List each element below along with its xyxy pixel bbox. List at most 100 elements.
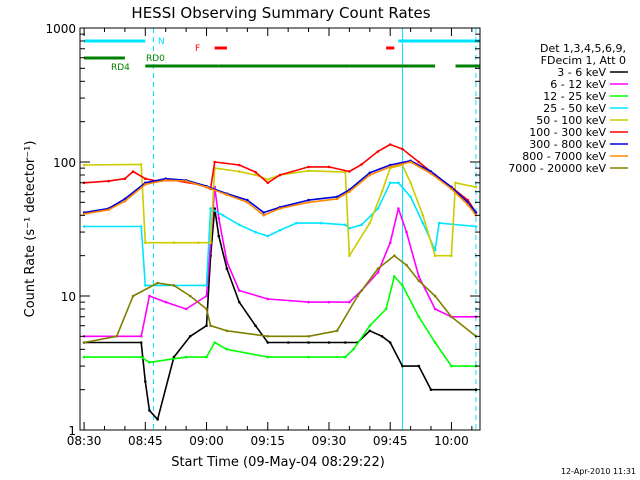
series-7000-20000-kev-point-9 xyxy=(266,335,270,338)
series-12-25-kev-point-6 xyxy=(225,348,229,351)
series-100-300-kev-point-3 xyxy=(131,170,135,173)
series-7000-20000-kev-point-15 xyxy=(405,263,408,267)
series-50-100-kev-point-8 xyxy=(254,173,257,177)
series-7000-20000-kev-point-17 xyxy=(433,294,437,298)
series-3-6-kev-point-4 xyxy=(156,418,159,421)
series-3-6-kev-point-1 xyxy=(139,341,143,344)
series-800-7000-kev-point-5 xyxy=(184,179,188,183)
x-tick-label-4: 09:30 xyxy=(312,434,347,448)
series-100-300-kev-point-9 xyxy=(213,160,216,164)
series-12-25-kev-point-7 xyxy=(266,355,270,359)
series-12-25-kev-point-13 xyxy=(393,275,396,278)
series-100-300-kev-point-16 xyxy=(348,170,351,173)
plot-frame xyxy=(79,27,481,431)
series-3-6-kev-point-20 xyxy=(368,329,372,333)
series-800-7000-kev-point-19 xyxy=(466,203,470,206)
series-300-800-kev-point-8 xyxy=(246,198,249,202)
series-7000-20000-kev-point-10 xyxy=(307,335,310,338)
series-12-25-kev-point-9 xyxy=(344,355,347,359)
series-7000-20000-kev-point-6 xyxy=(205,307,208,311)
series-12-25-kev-point-10 xyxy=(352,348,355,351)
series-50-100-kev-point-4 xyxy=(197,241,200,244)
y-axis-label: Count Rate (s⁻¹ detector⁻¹) xyxy=(23,141,38,318)
series-12-25-kev-point-2 xyxy=(148,361,151,364)
series-7000-20000-kev-point-5 xyxy=(188,294,192,298)
series-25-50-kev-point-4 xyxy=(205,284,208,287)
series-800-7000-kev-point-6 xyxy=(205,185,208,189)
series-800-7000-kev-point-16 xyxy=(409,160,412,164)
series-50-100-kev-point-9 xyxy=(266,178,270,181)
series-12-25-kev-point-12 xyxy=(384,307,388,311)
series-25-50-kev-point-19 xyxy=(409,195,412,199)
series-3-6-kev-point-3 xyxy=(148,409,151,412)
series-300-800-kev-point-12 xyxy=(335,195,339,199)
series-100-300-kev-point-21 xyxy=(417,160,421,164)
series-12-25-kev-point-11 xyxy=(368,324,372,328)
flag-label-rd4: RD4 xyxy=(111,63,130,73)
series-6-12-kev-point-9 xyxy=(225,260,229,264)
series-50-100-kev-point-21 xyxy=(450,254,453,257)
series-800-7000-kev-point-10 xyxy=(278,207,282,210)
legend-label-50-100-kev: 50 - 100 keV xyxy=(536,114,606,127)
series-12-25-kev-point-15 xyxy=(417,315,421,319)
series-25-50-kev-point-18 xyxy=(397,181,400,185)
series-100-300-kev-point-14 xyxy=(307,165,310,169)
series-50-100-kev-point-2 xyxy=(144,241,147,244)
x-tick-label-0: 08:30 xyxy=(67,434,102,448)
series-300-800-kev-point-17 xyxy=(429,170,433,173)
series-800-7000-kev-point-4 xyxy=(164,179,167,182)
x-tick-label-3: 09:15 xyxy=(250,434,285,448)
y-tick-label-2: 100 xyxy=(53,156,76,170)
series-6-12-kev-point-21 xyxy=(433,307,437,311)
series-25-50-kev-point-11 xyxy=(295,221,298,225)
flag-label-n: N xyxy=(158,37,165,47)
series-800-7000-kev-point-2 xyxy=(123,199,127,203)
series-3-6-kev-point-23 xyxy=(401,364,404,368)
series-25-50-kev-point-13 xyxy=(344,223,347,227)
x-tick-label-5: 09:45 xyxy=(373,434,408,448)
series-6-12-kev-point-10 xyxy=(237,289,241,292)
series-800-7000-kev-point-13 xyxy=(348,190,351,193)
series-800-7000-kev-point-3 xyxy=(144,183,147,186)
series-300-800-kev-point-11 xyxy=(307,198,310,202)
series-800-7000-kev-point-14 xyxy=(368,173,372,177)
series-6-12-kev-point-11 xyxy=(266,297,270,301)
series-3-6-kev-point-16 xyxy=(307,341,310,344)
series-6-12-kev-point-2 xyxy=(148,294,151,298)
legend-label-6-12-kev: 6 - 12 keV xyxy=(550,78,606,91)
plot-timestamp: 12-Apr-2010 11:31 xyxy=(561,467,636,476)
legend-header-0: Det 1,3,4,5,6,9, xyxy=(540,42,626,55)
y-tick-label-0: 1 xyxy=(68,424,76,438)
series-100-300-kev-point-19 xyxy=(388,143,392,146)
legend-header-1: FDecim 1, Att 0 xyxy=(541,54,626,67)
series-25-50-kev-point-12 xyxy=(319,221,323,225)
series-50-100-kev-point-22 xyxy=(454,181,457,185)
series-25-50-kev-point-7 xyxy=(237,223,241,227)
series-25-50-kev-point-1 xyxy=(139,225,143,228)
series-3-6-kev-point-15 xyxy=(286,341,290,344)
series-100-300-kev-line xyxy=(84,143,477,213)
series-7000-20000-kev-point-1 xyxy=(115,335,118,338)
series-12-25-kev-point-1 xyxy=(139,355,143,359)
series-3-6-kev-point-7 xyxy=(205,324,208,328)
series-25-50-kev-point-21 xyxy=(433,248,437,252)
series-3-6-kev-point-10 xyxy=(217,234,221,238)
series-7000-20000-kev-point-2 xyxy=(131,294,135,298)
series-800-7000-kev-point-9 xyxy=(262,214,266,217)
series-25-50-kev-point-22 xyxy=(437,221,441,225)
series-50-100-kev-point-18 xyxy=(409,181,412,185)
series-100-300-kev-point-18 xyxy=(376,150,380,153)
y-tick-label-1: 10 xyxy=(61,290,76,304)
series-3-6-kev-point-25 xyxy=(429,388,433,392)
series-50-100-kev-point-3 xyxy=(172,241,176,244)
series-3-6-kev-point-22 xyxy=(388,341,392,344)
series-6-12-kev-point-13 xyxy=(327,300,331,304)
legend-label-100-300-kev: 100 - 300 keV xyxy=(529,126,606,139)
x-tick-label-1: 08:45 xyxy=(128,434,163,448)
series-25-50-kev-point-6 xyxy=(221,214,225,217)
series-100-300-kev-point-17 xyxy=(360,163,363,166)
legend-label-7000-20000-kev: 7000 - 20000 keV xyxy=(508,162,606,175)
flag-label-f: F xyxy=(195,44,200,54)
